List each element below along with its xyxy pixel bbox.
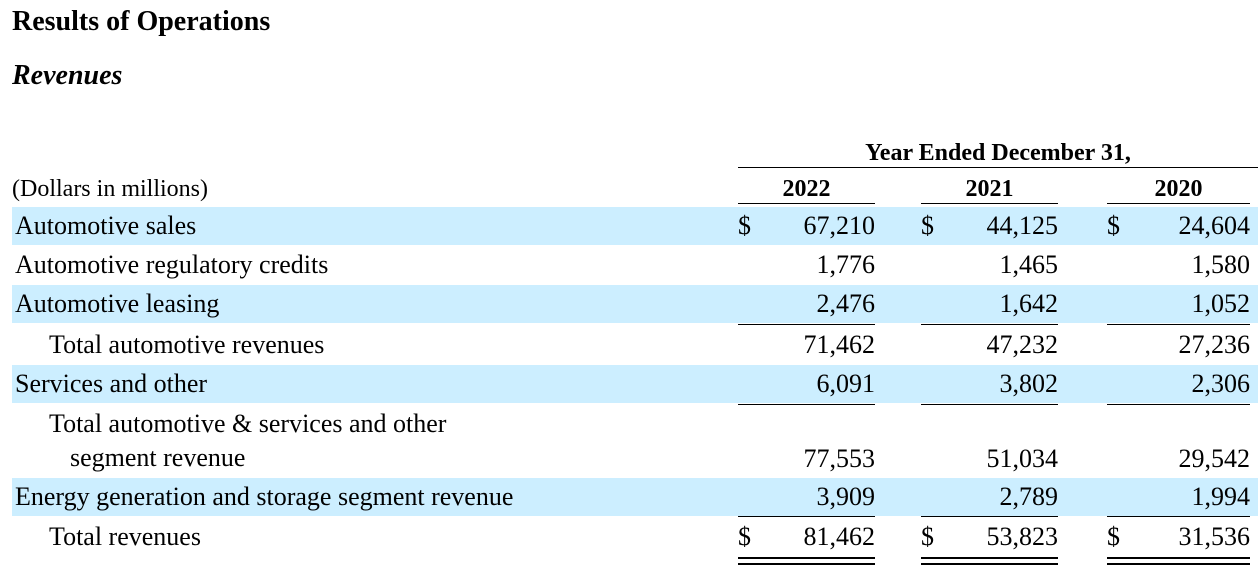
subtotal-rule bbox=[1107, 516, 1250, 517]
cell-2021: 51,034 bbox=[921, 444, 1059, 474]
cell-value: 1,642 bbox=[999, 289, 1059, 318]
subtotal-rule bbox=[921, 404, 1058, 405]
row-label: Automotive regulatory credits bbox=[15, 250, 329, 279]
cell-2021: $ 53,823 bbox=[921, 522, 1058, 552]
currency-symbol: $ bbox=[921, 522, 934, 551]
cell-value: 51,034 bbox=[986, 444, 1059, 473]
total-double-rule bbox=[1107, 557, 1250, 565]
cell-value: 53,823 bbox=[986, 522, 1059, 551]
cell-value: 1,776 bbox=[816, 250, 876, 279]
cell-value: 3,802 bbox=[999, 369, 1059, 398]
row-label: Total revenues bbox=[49, 522, 201, 551]
cell-value: 27,236 bbox=[1178, 330, 1251, 359]
currency-symbol: $ bbox=[738, 522, 751, 551]
cell-2020: $ 31,536 bbox=[1107, 522, 1250, 552]
cell-value: 2,476 bbox=[816, 289, 876, 318]
cell-value: 2,789 bbox=[999, 482, 1059, 511]
year-header-2022: 2022 bbox=[738, 175, 875, 204]
subsection-title: Revenues bbox=[12, 60, 123, 91]
currency-symbol: $ bbox=[1107, 522, 1120, 551]
units-label: (Dollars in millions) bbox=[12, 176, 208, 202]
cell-value: 1,465 bbox=[999, 250, 1059, 279]
cell-value: 1,052 bbox=[1191, 289, 1251, 318]
table-row: Services and other bbox=[12, 365, 1258, 403]
table-row: Total automotive & services and other se… bbox=[12, 406, 1258, 478]
cell-2020: 1,052 bbox=[1107, 289, 1251, 319]
table-row: Automotive leasing bbox=[12, 285, 1258, 323]
subtotal-rule bbox=[738, 404, 875, 405]
cell-value: 77,553 bbox=[803, 444, 876, 473]
year-header-2021: 2021 bbox=[921, 175, 1058, 204]
currency-symbol: $ bbox=[1107, 211, 1120, 240]
cell-2021: 1,642 bbox=[921, 289, 1059, 319]
cell-2022: 3,909 bbox=[738, 482, 876, 512]
cell-2021: 47,232 bbox=[921, 330, 1059, 360]
table-row: Automotive regulatory credits bbox=[12, 246, 1258, 284]
cell-value: 29,542 bbox=[1178, 444, 1251, 473]
table-row: Automotive sales bbox=[12, 207, 1258, 245]
subtotal-rule bbox=[738, 516, 875, 517]
cell-2020: 29,542 bbox=[1107, 444, 1251, 474]
row-label-line1: Total automotive & services and other bbox=[49, 409, 447, 438]
cell-value: 81,462 bbox=[803, 522, 876, 551]
total-double-rule bbox=[738, 557, 875, 565]
cell-2020: 1,580 bbox=[1107, 250, 1251, 280]
currency-symbol: $ bbox=[738, 211, 751, 240]
cell-value: 31,536 bbox=[1178, 522, 1251, 551]
subtotal-rule bbox=[738, 324, 875, 325]
cell-2021: $ 44,125 bbox=[921, 211, 1058, 241]
section-title: Results of Operations bbox=[12, 6, 271, 37]
cell-2020: 1,994 bbox=[1107, 482, 1251, 512]
subtotal-rule bbox=[921, 516, 1058, 517]
cell-value: 71,462 bbox=[803, 330, 876, 359]
cell-2021: 1,465 bbox=[921, 250, 1059, 280]
cell-2022: 77,553 bbox=[738, 444, 876, 474]
cell-value: 3,909 bbox=[816, 482, 876, 511]
cell-value: 1,994 bbox=[1191, 482, 1251, 511]
cell-2022: 71,462 bbox=[738, 330, 876, 360]
cell-value: 67,210 bbox=[803, 211, 876, 240]
total-double-rule bbox=[921, 557, 1058, 565]
cell-value: 24,604 bbox=[1178, 211, 1251, 240]
cell-2022: 1,776 bbox=[738, 250, 876, 280]
row-label: Automotive sales bbox=[15, 211, 197, 240]
cell-2020: $ 24,604 bbox=[1107, 211, 1250, 241]
currency-symbol: $ bbox=[921, 211, 934, 240]
table-row: Total revenues bbox=[12, 518, 1258, 556]
table-row: Energy generation and storage segment re… bbox=[12, 478, 1258, 516]
row-label: Automotive leasing bbox=[15, 289, 220, 318]
period-header: Year Ended December 31, bbox=[738, 139, 1258, 168]
row-label: Total automotive revenues bbox=[49, 330, 325, 359]
row-label: Energy generation and storage segment re… bbox=[15, 482, 514, 511]
cell-2022: $ 81,462 bbox=[738, 522, 875, 552]
cell-2021: 2,789 bbox=[921, 482, 1059, 512]
cell-value: 44,125 bbox=[986, 211, 1059, 240]
cell-2021: 3,802 bbox=[921, 369, 1059, 399]
cell-value: 6,091 bbox=[816, 369, 876, 398]
cell-value: 2,306 bbox=[1191, 369, 1251, 398]
row-label-line2: segment revenue bbox=[70, 443, 246, 472]
cell-2020: 27,236 bbox=[1107, 330, 1251, 360]
table-row: Total automotive revenues bbox=[12, 326, 1258, 364]
subtotal-rule bbox=[1107, 324, 1250, 325]
cell-2022: 2,476 bbox=[738, 289, 876, 319]
cell-2022: 6,091 bbox=[738, 369, 876, 399]
cell-2022: $ 67,210 bbox=[738, 211, 875, 241]
subtotal-rule bbox=[921, 324, 1058, 325]
cell-value: 1,580 bbox=[1191, 250, 1251, 279]
cell-2020: 2,306 bbox=[1107, 369, 1251, 399]
cell-value: 47,232 bbox=[986, 330, 1059, 359]
subtotal-rule bbox=[1107, 404, 1250, 405]
row-label: Services and other bbox=[15, 369, 208, 398]
year-header-2020: 2020 bbox=[1107, 175, 1250, 204]
